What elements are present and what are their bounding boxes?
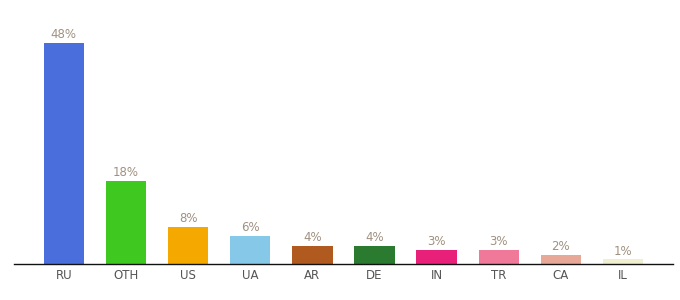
Text: 1%: 1% <box>614 244 632 257</box>
Text: 2%: 2% <box>551 240 571 253</box>
Text: 3%: 3% <box>427 235 446 248</box>
Text: 8%: 8% <box>179 212 197 225</box>
Bar <box>292 246 333 264</box>
Bar <box>541 255 581 264</box>
Bar <box>603 260 643 264</box>
Text: 4%: 4% <box>365 231 384 244</box>
Bar <box>479 250 519 264</box>
Bar <box>416 250 457 264</box>
Text: 48%: 48% <box>51 28 77 41</box>
Text: 18%: 18% <box>113 166 139 179</box>
Text: 3%: 3% <box>490 235 508 248</box>
Bar <box>230 236 271 264</box>
Bar <box>105 181 146 264</box>
Text: 4%: 4% <box>303 231 322 244</box>
Bar <box>44 43 84 264</box>
Bar <box>168 227 208 264</box>
Text: 6%: 6% <box>241 221 260 235</box>
Bar <box>354 246 394 264</box>
